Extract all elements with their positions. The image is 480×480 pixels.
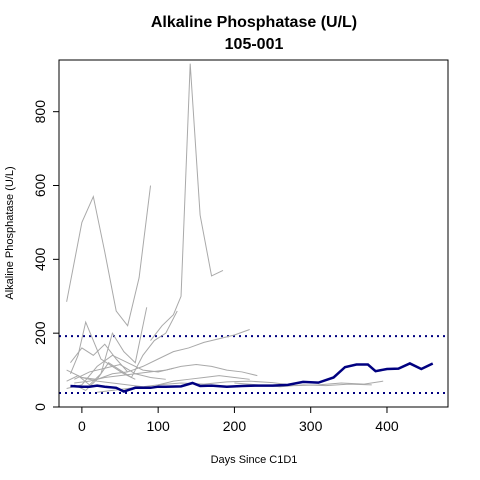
background-series-line-3 bbox=[66, 307, 148, 386]
x-tick-label: 400 bbox=[375, 418, 399, 434]
background-series-line-7 bbox=[74, 364, 258, 384]
background-series-line-1 bbox=[150, 63, 224, 341]
background-series-line-10 bbox=[66, 369, 143, 388]
reference-lines bbox=[59, 335, 448, 394]
y-tick-label: 200 bbox=[32, 321, 48, 345]
x-tick-label: 300 bbox=[299, 418, 323, 434]
y-tick-label: 0 bbox=[32, 403, 48, 411]
background-series-line-4 bbox=[74, 310, 178, 391]
highlight-series-line bbox=[70, 362, 434, 393]
background-series-line-8 bbox=[70, 343, 129, 373]
y-axis: 0 200 400 600 800 bbox=[32, 100, 60, 411]
y-tick-label: 800 bbox=[32, 100, 48, 124]
y-axis-label: Alkaline Phosphatase (U/L) bbox=[4, 166, 16, 299]
background-series-line-9 bbox=[97, 375, 250, 393]
background-series-line-5 bbox=[81, 329, 250, 380]
chart-title: Alkaline Phosphatase (U/L) bbox=[151, 14, 357, 31]
y-tick-label: 600 bbox=[32, 174, 48, 198]
chart-subtitle: 105-001 bbox=[225, 36, 284, 53]
y-tick-label: 400 bbox=[32, 247, 48, 271]
x-tick-label: 200 bbox=[223, 418, 247, 434]
x-axis: 0 100 200 300 400 bbox=[78, 406, 399, 434]
background-series-group bbox=[66, 63, 384, 393]
x-tick-label: 100 bbox=[146, 418, 170, 434]
x-tick-label: 0 bbox=[78, 418, 86, 434]
highlight-series-group bbox=[70, 362, 434, 393]
background-series-line-13 bbox=[74, 364, 166, 380]
x-axis-label: Days Since C1D1 bbox=[211, 454, 298, 466]
plot-frame bbox=[58, 59, 449, 408]
background-series-line-0 bbox=[66, 185, 152, 327]
